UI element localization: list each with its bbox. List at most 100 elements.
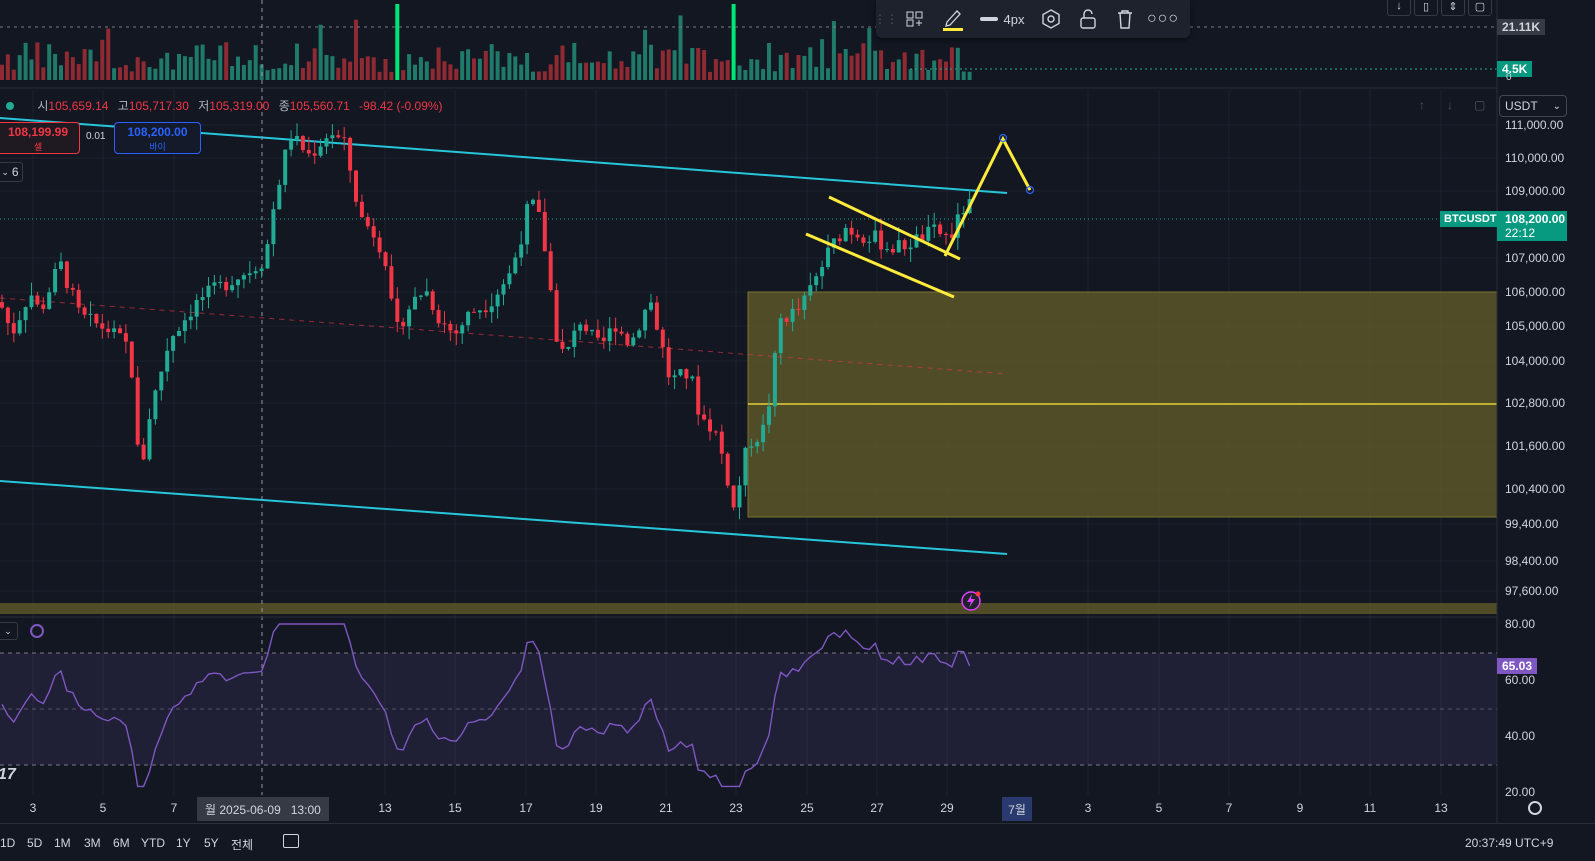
candle-body xyxy=(890,248,895,253)
volume-bar xyxy=(123,65,128,80)
volume-bar xyxy=(743,69,748,80)
candle-body xyxy=(531,199,535,205)
volume-bar xyxy=(690,48,695,80)
candle-body xyxy=(826,247,830,268)
candle-body xyxy=(808,285,813,296)
time-axis-label: 3 xyxy=(1084,801,1092,815)
maximize-icon[interactable]: ▢ xyxy=(1468,0,1492,16)
volume-bar xyxy=(182,56,187,80)
lock-icon[interactable] xyxy=(1070,0,1106,38)
projection-handle-top[interactable] xyxy=(998,133,1008,143)
candle-body xyxy=(454,330,459,334)
buy-price: 108,200.00 xyxy=(127,125,188,139)
volume-bar xyxy=(926,69,931,80)
channel-midline[interactable] xyxy=(0,297,1008,375)
buy-button[interactable]: 108,200.00 바이 xyxy=(114,122,201,154)
range-button[interactable]: YTD xyxy=(141,836,165,850)
trash-mini-icon[interactable]: ▯ xyxy=(1414,0,1438,16)
range-button[interactable]: 1Y xyxy=(176,836,191,850)
candle-body xyxy=(849,227,854,235)
flag-upper-line[interactable] xyxy=(828,195,961,261)
rsi-collapse-icon[interactable]: ⌄ xyxy=(0,622,18,640)
volume-bar xyxy=(413,64,417,80)
rsi-current-tag: 65.03 xyxy=(1497,658,1538,674)
volume-bar xyxy=(472,58,476,80)
channel-lower-line[interactable] xyxy=(0,480,1008,555)
open-key: 시 xyxy=(37,99,49,113)
candle-body xyxy=(112,328,117,333)
candle-body xyxy=(637,330,642,338)
volume-bar xyxy=(365,56,370,80)
candle-body xyxy=(0,302,4,308)
flag-lower-line[interactable] xyxy=(805,232,955,299)
range-button[interactable]: 전체 xyxy=(231,838,254,852)
candle-body xyxy=(118,328,122,334)
volume-bar xyxy=(359,58,364,80)
projection-handle-end[interactable] xyxy=(1025,185,1035,195)
collapse-icon[interactable]: ⇕ xyxy=(1441,0,1465,16)
candle-body xyxy=(135,377,140,445)
candle-body xyxy=(330,135,335,139)
volume-bar xyxy=(802,55,807,80)
currency-select[interactable]: USDT ⌄ xyxy=(1499,95,1567,117)
candle-body xyxy=(613,328,618,332)
range-button[interactable]: 6M xyxy=(113,836,130,850)
volume-bar xyxy=(64,51,69,80)
candle-body xyxy=(306,149,311,154)
indicator-count-badge[interactable]: ⌄ 6 xyxy=(0,162,23,182)
range-button[interactable]: 5D xyxy=(27,836,43,850)
volume-bar xyxy=(761,69,766,80)
volume-bar xyxy=(672,50,677,80)
volume-bar xyxy=(879,50,884,80)
candle-body xyxy=(401,321,406,327)
projection-path[interactable] xyxy=(943,135,1032,257)
candle-body xyxy=(507,273,512,285)
candle-body xyxy=(389,266,394,299)
volume-bar xyxy=(731,4,736,80)
volume-bar xyxy=(501,66,506,80)
calendar-icon[interactable] xyxy=(283,834,299,848)
candle-body xyxy=(11,323,16,334)
templates-icon[interactable] xyxy=(896,0,934,38)
sell-button[interactable]: 108,199.99 셀 xyxy=(0,122,80,154)
range-button[interactable]: 5Y xyxy=(204,836,219,850)
volume-bar xyxy=(430,68,435,80)
lightning-icon[interactable] xyxy=(961,591,981,611)
volume-bar xyxy=(265,70,270,80)
line-width-button[interactable]: 4px xyxy=(972,0,1032,38)
candle-body xyxy=(519,244,524,258)
pane-up-icon[interactable]: ↑ xyxy=(1419,98,1425,112)
volume-bar xyxy=(649,44,653,80)
candle-body xyxy=(324,138,329,147)
rsi-line xyxy=(1,623,971,788)
visibility-dot-icon[interactable] xyxy=(6,102,14,110)
candle-body xyxy=(206,285,211,298)
candle-body xyxy=(896,240,901,253)
more-icon[interactable]: ○○○ xyxy=(1147,10,1179,27)
candle-body xyxy=(861,237,866,243)
axis-settings-icon[interactable] xyxy=(1528,801,1542,815)
candle-body xyxy=(336,135,341,138)
candle-body xyxy=(696,376,701,415)
candle-body xyxy=(177,331,181,336)
rsi-source-icon[interactable] xyxy=(30,624,44,638)
low-key: 저 xyxy=(198,99,210,113)
line-color-icon[interactable] xyxy=(934,0,972,38)
clock-label[interactable]: 20:37:49 UTC+9 xyxy=(1465,836,1554,850)
drag-handle-icon[interactable]: ⋮⋮ xyxy=(874,12,898,26)
candle-body xyxy=(619,331,624,334)
range-button[interactable]: 3M xyxy=(84,836,101,850)
volume-bar xyxy=(572,42,577,80)
volume-bar xyxy=(47,44,52,80)
settings-icon[interactable] xyxy=(1032,0,1070,38)
range-button[interactable]: 1M xyxy=(54,836,71,850)
delete-icon[interactable] xyxy=(1106,0,1144,38)
range-button[interactable]: 1D xyxy=(0,836,16,850)
candle-body xyxy=(312,153,317,156)
candle-body xyxy=(165,350,170,372)
candle-body xyxy=(70,287,75,290)
arrow-down-icon[interactable]: ↓ xyxy=(1387,0,1411,16)
pane-down-icon[interactable]: ↓ xyxy=(1447,98,1453,112)
pane-maximize-icon[interactable]: ▢ xyxy=(1474,98,1486,112)
